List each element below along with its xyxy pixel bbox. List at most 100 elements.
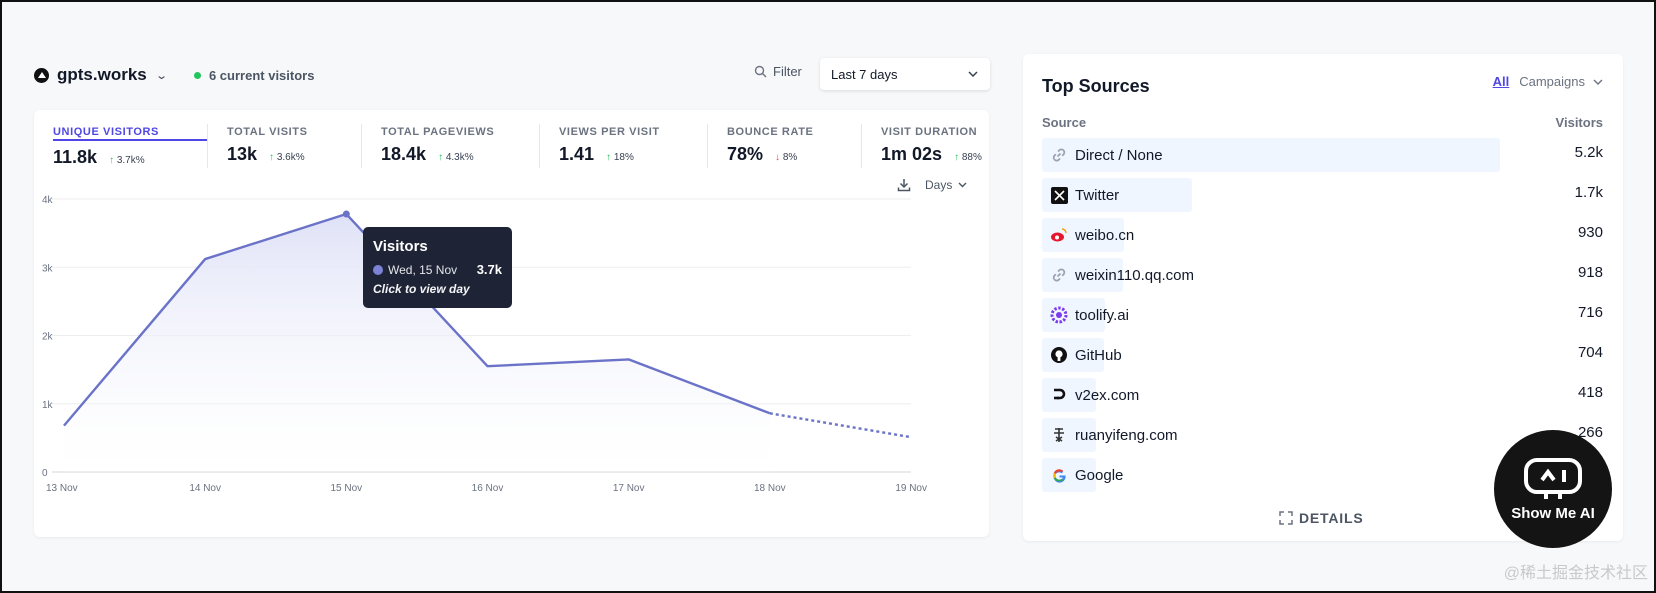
tab-all[interactable]: All xyxy=(1492,74,1510,89)
stat-label: BOUNCE RATE xyxy=(727,126,814,138)
arrow-up-icon: ↑ xyxy=(438,152,444,163)
stat-change: ↑ 4.3k% xyxy=(438,152,474,163)
divider xyxy=(361,124,362,168)
visitors-chart[interactable]: 0 1k 2k 3k 4k 13 Nov 14 Nov 15 Nov 16 Nov 17 Nov 1… xyxy=(34,110,989,537)
arrow-up-icon: ↑ xyxy=(606,152,612,163)
source-bar xyxy=(1042,458,1096,492)
source-label: v2ex.com xyxy=(1075,386,1140,404)
source-name[interactable]: Twitter xyxy=(1049,178,1119,212)
divider xyxy=(539,124,540,168)
source-name[interactable]: weibo.cn xyxy=(1049,218,1134,252)
period-select[interactable]: Last 7 days xyxy=(820,58,990,90)
stat-total-visits[interactable]: TOTAL VISITS 13k ↑ 3.6k% xyxy=(208,110,362,170)
x-tick-label: 13 Nov xyxy=(46,483,78,494)
y-tick-label: 2k xyxy=(42,332,54,343)
period-label: Last 7 days xyxy=(831,66,898,82)
source-name[interactable]: GitHub xyxy=(1049,338,1122,372)
x-tick-label: 17 Nov xyxy=(613,483,645,494)
source-row[interactable]: v2ex.com 418 xyxy=(1042,378,1603,418)
tooltip-date: Wed, 15 Nov xyxy=(388,262,458,277)
divider xyxy=(861,124,862,168)
source-bar xyxy=(1042,418,1096,452)
stat-views-per-visit[interactable]: VIEWS PER VISIT 1.41 ↑ 18% xyxy=(540,110,708,170)
filter-label: Filter xyxy=(773,64,802,79)
tab-campaigns[interactable]: Campaigns xyxy=(1519,74,1585,89)
source-row[interactable]: weibo.cn 930 xyxy=(1042,218,1603,258)
stat-label: TOTAL PAGEVIEWS xyxy=(381,126,495,138)
interval-select[interactable]: Days xyxy=(925,178,953,192)
stat-visit-duration[interactable]: VISIT DURATION 1m 02s ↑ 88% xyxy=(862,110,1030,170)
divider xyxy=(207,124,208,168)
x-tick-label: 14 Nov xyxy=(189,483,221,494)
search-icon xyxy=(754,65,767,78)
column-header-source: Source xyxy=(1042,115,1087,130)
expand-icon xyxy=(1279,511,1293,525)
source-name[interactable]: ruanyifeng.com xyxy=(1049,418,1178,452)
download-icon[interactable] xyxy=(897,178,911,192)
stat-total-pageviews[interactable]: TOTAL PAGEVIEWS 18.4k ↑ 4.3k% xyxy=(362,110,540,170)
stat-change-value: 88% xyxy=(961,152,982,163)
stat-change-value: 4.3k% xyxy=(445,152,474,163)
main-stats-card: UNIQUE VISITORS 11.8k ↑ 3.7k% TOTAL VISITS 1… xyxy=(34,110,989,537)
series-line-projection xyxy=(769,412,912,439)
current-visitors-link[interactable]: 6 current visitors xyxy=(208,67,315,83)
x-tick-label: 18 Nov xyxy=(754,483,786,494)
source-row[interactable]: weixin110.qq.com 918 xyxy=(1042,258,1603,298)
chevron-down-icon[interactable] xyxy=(1593,79,1603,85)
stat-value: 78% xyxy=(727,144,764,164)
google-icon xyxy=(1049,465,1069,485)
y-tick-label: 0 xyxy=(42,468,48,479)
top-stats: UNIQUE VISITORS 11.8k ↑ 3.7k% TOTAL VISITS 1… xyxy=(34,110,1030,170)
source-row[interactable]: Twitter 1.7k xyxy=(1042,178,1603,218)
source-row[interactable]: ruanyifeng.com 266 xyxy=(1042,418,1603,458)
site-logo-icon xyxy=(34,67,49,83)
chevron-down-icon xyxy=(968,71,978,77)
y-tick-label: 1k xyxy=(42,400,54,411)
live-indicator-icon xyxy=(193,71,201,79)
stat-value: 11.8k xyxy=(53,147,98,167)
source-name[interactable]: Google xyxy=(1049,458,1123,492)
source-label: Twitter xyxy=(1075,186,1120,204)
source-count: 918 xyxy=(1577,263,1603,281)
chart-tooltip[interactable]: Visitors Wed, 15 Nov 3.7k Click to view … xyxy=(363,227,512,308)
watermark-text: @稀土掘金技术社区 xyxy=(1503,565,1648,582)
chevron-down-icon xyxy=(958,182,967,188)
chevron-down-icon[interactable]: ⌄ xyxy=(154,69,168,82)
arrow-down-icon: ↓ xyxy=(775,152,781,163)
source-name[interactable]: v2ex.com xyxy=(1049,378,1139,412)
stat-unique-visitors[interactable]: UNIQUE VISITORS 11.8k ↑ 3.7k% xyxy=(34,110,208,170)
source-label: toolify.ai xyxy=(1075,306,1129,324)
source-row[interactable]: Google xyxy=(1042,458,1603,498)
stat-label: VISIT DURATION xyxy=(881,126,978,138)
source-row[interactable]: GitHub 704 xyxy=(1042,338,1603,378)
divider xyxy=(707,124,708,168)
source-bar xyxy=(1042,138,1500,172)
stat-change: ↑ 18% xyxy=(606,152,634,163)
stat-bounce-rate[interactable]: BOUNCE RATE 78% ↓ 8% xyxy=(708,110,862,170)
source-count: 418 xyxy=(1577,383,1603,401)
source-name[interactable]: weixin110.qq.com xyxy=(1049,258,1194,292)
arrow-up-icon: ↑ xyxy=(109,155,115,166)
source-row[interactable]: toolify.ai 716 xyxy=(1042,298,1603,338)
source-count: 716 xyxy=(1577,303,1603,321)
column-header-visitors: Visitors xyxy=(1555,115,1603,130)
details-button[interactable]: DETAILS xyxy=(1279,510,1363,526)
source-count: 1.7k xyxy=(1574,183,1603,201)
x-tick-label: 16 Nov xyxy=(472,483,504,494)
x-tick-label: 15 Nov xyxy=(330,483,362,494)
link-icon xyxy=(1049,265,1069,285)
filter-button[interactable]: Filter xyxy=(754,64,802,79)
weibo-icon xyxy=(1049,225,1069,245)
source-name[interactable]: Direct / None xyxy=(1049,138,1163,172)
y-tick-label: 4k xyxy=(42,195,54,206)
v2ex-icon xyxy=(1049,385,1069,405)
site-switcher[interactable]: gpts.works xyxy=(57,65,147,84)
source-label: weibo.cn xyxy=(1075,226,1135,244)
github-icon xyxy=(1049,345,1069,365)
source-label: Google xyxy=(1075,466,1124,484)
source-count: 266 xyxy=(1577,423,1603,441)
stat-change-value: 8% xyxy=(782,152,798,163)
source-row[interactable]: Direct / None 5.2k xyxy=(1042,138,1603,178)
source-name[interactable]: toolify.ai xyxy=(1049,298,1129,332)
